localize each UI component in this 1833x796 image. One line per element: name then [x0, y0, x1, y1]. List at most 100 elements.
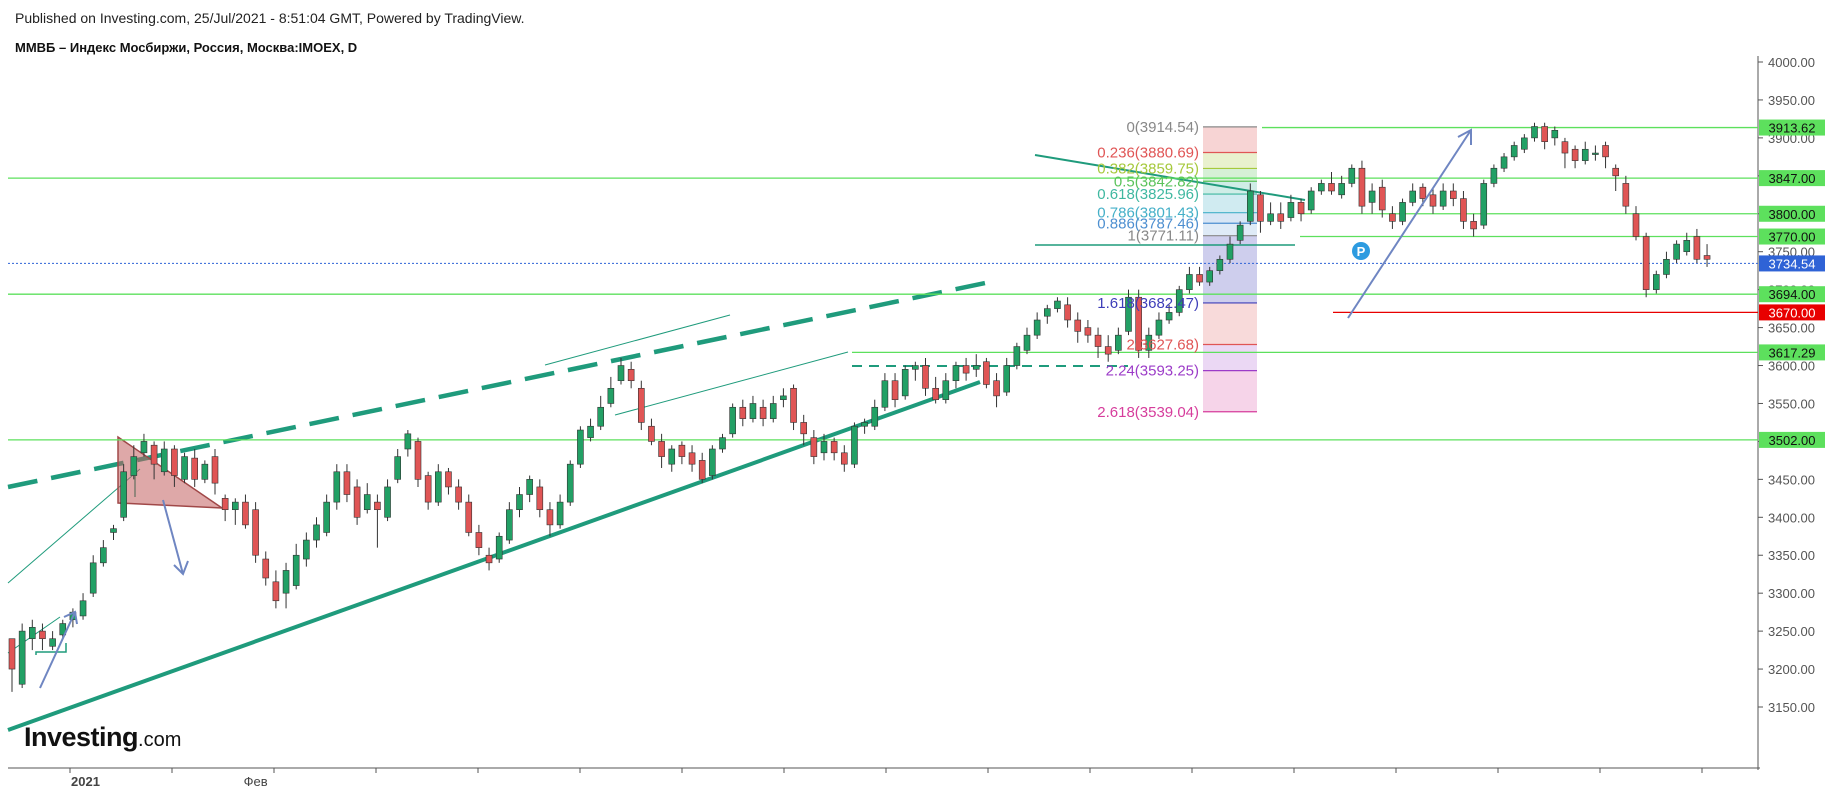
candle [506, 509, 513, 541]
symbol-title: ММВБ – Индекс Мосбиржи, Россия, Москва:I… [15, 40, 358, 55]
candle [1419, 186, 1427, 199]
candle [394, 456, 402, 480]
candle [729, 406, 736, 435]
logo-suffix-text: .com [138, 729, 182, 751]
candle [1236, 224, 1244, 241]
candle [668, 448, 676, 465]
fib-label: 0.5(3842.82) [1114, 173, 1199, 190]
candle [28, 627, 36, 640]
pivot-marker-label: P [1357, 244, 1366, 259]
small-up-arrow[interactable] [39, 611, 76, 689]
candle [485, 554, 493, 564]
candle [1318, 183, 1325, 192]
fib-zone [1203, 152, 1257, 169]
channel-thin-line-4[interactable] [544, 314, 731, 366]
candle [1581, 148, 1589, 161]
candle [769, 403, 777, 419]
candle [1399, 202, 1406, 222]
candle [1277, 213, 1285, 222]
candle [1216, 258, 1224, 271]
price-badge-label: 3502.00 [1769, 433, 1816, 448]
candle [1693, 236, 1701, 260]
candle [972, 365, 980, 370]
fib-label: 0.382(3859.75) [1097, 160, 1199, 177]
candle [1165, 312, 1173, 321]
price-badge-label: 3734.54 [1769, 256, 1816, 271]
candle [1064, 304, 1071, 321]
candle [100, 547, 107, 564]
channel-thin-line-3[interactable] [614, 351, 849, 416]
fib-label: 0(3914.54) [1126, 119, 1199, 136]
candle [1186, 274, 1193, 290]
forecast-arrows [39, 128, 1472, 689]
fib-zone [1203, 344, 1257, 371]
candle [455, 486, 462, 503]
up-forecast-arrow[interactable] [1347, 129, 1472, 319]
candle [1683, 240, 1691, 253]
candle [1368, 190, 1376, 203]
candle [881, 380, 889, 408]
y-tick-label: 4000.00 [1768, 55, 1815, 70]
candle [912, 365, 919, 370]
candle [384, 486, 391, 518]
candle [1510, 145, 1518, 158]
pivot-marker-circle[interactable] [1352, 242, 1370, 260]
candle [830, 441, 838, 454]
down-arrow[interactable] [162, 499, 184, 575]
fib-zone [1203, 126, 1257, 153]
pivot-marker[interactable]: P [1352, 242, 1370, 260]
candle [780, 395, 787, 400]
candle [292, 554, 300, 586]
y-tick-label: 3250.00 [1768, 624, 1815, 639]
fib-label: 0.236(3880.69) [1097, 145, 1199, 162]
candle [637, 387, 645, 423]
candle [1429, 194, 1437, 207]
y-tick-label: 3400.00 [1768, 510, 1815, 525]
candle [709, 448, 716, 476]
candle [1145, 334, 1153, 351]
candle [800, 422, 808, 435]
candle [465, 501, 473, 533]
fib-label: 2.618(3539.04) [1097, 404, 1199, 421]
price-badge-label: 3694.00 [1769, 287, 1816, 302]
consolidation-box-small[interactable] [35, 643, 67, 655]
fib-label: 2(3627.68) [1126, 337, 1199, 354]
y-tick-label: 3650.00 [1768, 321, 1815, 336]
candle [282, 570, 290, 594]
candle [130, 456, 138, 476]
chart-header: Published on Investing.com, 25/Jul/2021 … [15, 10, 524, 56]
candle [1044, 308, 1051, 317]
fibonacci-labels: 0(3914.54)0.236(3880.69)0.382(3859.75)0.… [1097, 119, 1199, 421]
candle [739, 406, 747, 419]
upper-dashed-trendline[interactable] [7, 279, 991, 490]
candle [1551, 129, 1559, 139]
candle [810, 437, 818, 457]
candle [516, 494, 523, 511]
lower-support-trendline[interactable] [7, 380, 981, 732]
candle [1094, 334, 1102, 347]
y-tick-label: 3600.00 [1768, 359, 1815, 374]
candle [1460, 198, 1467, 222]
small-up-arrow-head [63, 610, 78, 625]
candle [952, 365, 960, 382]
fib-label: 0.886(3787.46) [1097, 215, 1199, 232]
candle [617, 365, 625, 382]
candle [1470, 221, 1477, 230]
candle [749, 403, 757, 419]
candle [1653, 274, 1660, 290]
candle [140, 441, 148, 454]
fib-label: 1(3771.11) [1128, 228, 1199, 245]
candle [49, 638, 56, 647]
candle [1307, 190, 1315, 211]
candle [424, 475, 432, 503]
candle [1389, 213, 1396, 222]
price-badge-label: 3617.29 [1769, 345, 1816, 360]
candle [150, 444, 158, 465]
x-tick-label: Фев [244, 774, 268, 789]
candles [8, 122, 1711, 692]
candle [566, 463, 574, 503]
candle [790, 387, 797, 423]
candle [1206, 270, 1213, 283]
fib-zone [1203, 212, 1257, 224]
